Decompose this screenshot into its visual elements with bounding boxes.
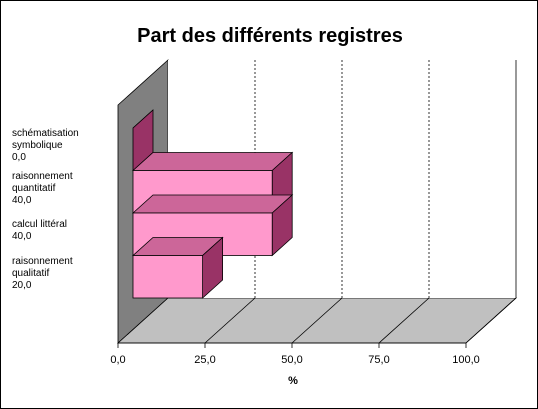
x-tick-label: 75,0 <box>368 354 389 366</box>
category-label: raisonnement qualitatif 20,0 <box>12 256 108 292</box>
x-tick-label: 0,0 <box>110 354 125 366</box>
value-label: 40,0 <box>12 231 32 243</box>
x-tick-label: 100,0 <box>452 354 480 366</box>
chart-title: Part des différents registres <box>137 25 403 47</box>
category-name: schématisation symbolique <box>12 128 79 152</box>
category-label: raisonnement quantitatif 40,0 <box>12 171 108 207</box>
category-label: calcul littéral 40,0 <box>12 219 108 243</box>
category-name: calcul littéral <box>12 219 68 231</box>
bar-top <box>131 152 294 171</box>
floor-grid-line <box>465 297 517 344</box>
floor-grid-line <box>378 297 430 344</box>
category-label: schématisation symbolique 0,0 <box>12 128 108 164</box>
bar-top <box>131 194 294 214</box>
x-axis-label: % <box>288 375 298 387</box>
floor-grid-line <box>291 297 343 344</box>
value-label: 40,0 <box>12 194 32 206</box>
x-tick-label: 25,0 <box>194 354 215 366</box>
value-label: 20,0 <box>12 279 32 291</box>
bar <box>132 255 203 299</box>
category-name: raisonnement qualitatif <box>12 255 73 279</box>
category-name: raisonnement quantitatif <box>12 170 73 194</box>
floor-grid-line <box>204 297 256 344</box>
x-tick-label: 50,0 <box>281 354 302 366</box>
value-label: 0,0 <box>12 152 26 164</box>
